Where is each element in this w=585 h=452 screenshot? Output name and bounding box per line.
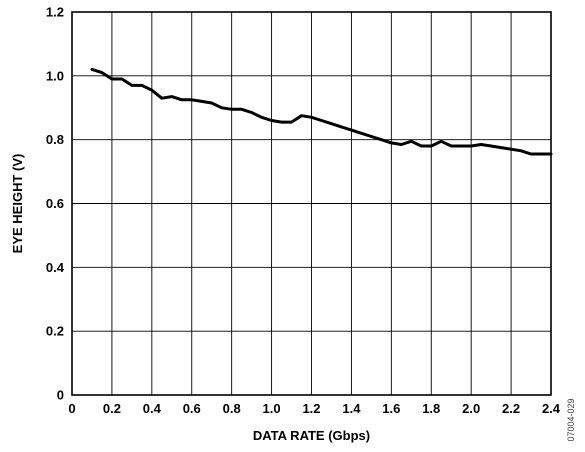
x-tick-label: 0.2 <box>103 401 121 416</box>
grid <box>72 12 551 395</box>
x-tick-label: 1.8 <box>422 401 440 416</box>
x-axis-label: DATA RATE (Gbps) <box>253 428 370 443</box>
y-tick-label: 1.2 <box>46 5 64 20</box>
y-tick-label: 0.4 <box>46 260 65 275</box>
x-tick-label: 2.2 <box>502 401 520 416</box>
y-tick-label: 0.8 <box>46 132 64 147</box>
x-tick-label: 1.0 <box>263 401 281 416</box>
x-tick-label: 0 <box>68 401 75 416</box>
series-line-0 <box>90 67 553 156</box>
x-axis-ticks: 0 0.2 0.4 0.6 0.8 1.0 1.2 1.4 1.6 1.8 2.0 2.2 2.4 <box>68 401 560 416</box>
y-tick-label: 0.2 <box>46 324 64 339</box>
x-tick-label: 1.2 <box>302 401 320 416</box>
y-tick-label: 0.6 <box>46 196 64 211</box>
series-layer <box>90 67 553 156</box>
x-tick-label: 0.8 <box>223 401 241 416</box>
x-tick-label: 2.4 <box>542 401 561 416</box>
y-tick-label: 0 <box>57 388 64 403</box>
x-tick-label: 2.0 <box>462 401 480 416</box>
plot-frame <box>71 11 552 396</box>
y-axis-label: EYE HEIGHT (V) <box>10 154 25 254</box>
x-tick-label: 1.4 <box>342 401 361 416</box>
x-tick-label: 0.4 <box>143 401 162 416</box>
y-tick-label: 1.0 <box>46 68 64 83</box>
y-axis-ticks: 0 0.2 0.4 0.6 0.8 1.0 1.2 <box>46 5 65 403</box>
x-tick-label: 0.6 <box>183 401 201 416</box>
x-tick-label: 1.6 <box>382 401 400 416</box>
figure-code: 07004-029 <box>566 398 576 441</box>
